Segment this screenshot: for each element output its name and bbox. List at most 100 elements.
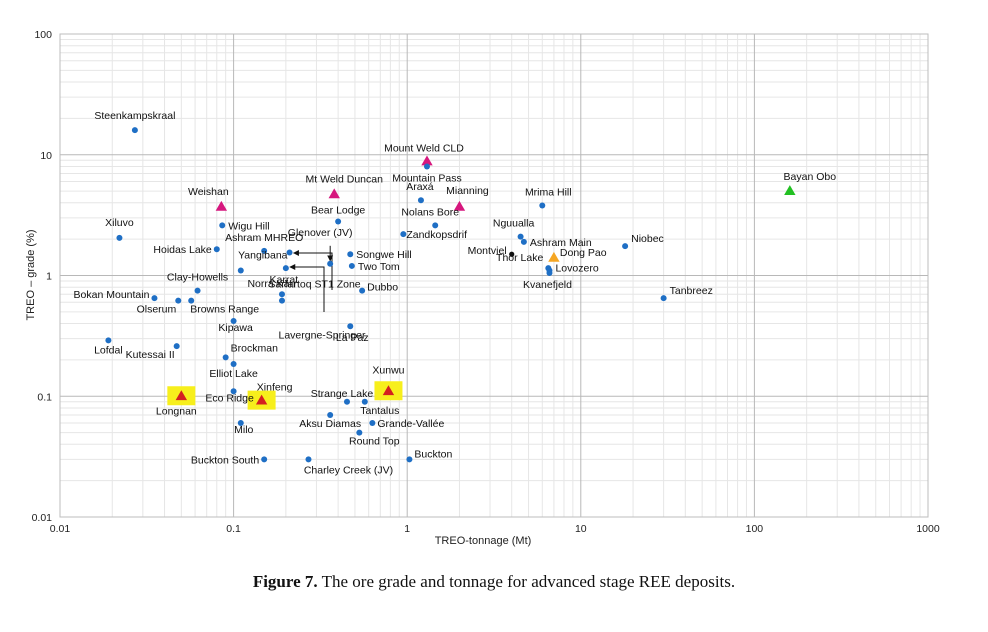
sarfartoq-st1-zone-label: Sarfartoq ST1 Zone [268, 279, 360, 291]
bayan-obo-marker [784, 185, 796, 195]
two-tom-label: Two Tom [358, 261, 400, 273]
mountain-pass-marker [423, 163, 430, 170]
figure-caption: Figure 7. The ore grade and tonnage for … [0, 572, 988, 592]
browns-range-marker [188, 297, 195, 304]
mount-weld-cld-label: Mount Weld CLD [384, 142, 464, 154]
x-tick-label: 1 [404, 523, 410, 535]
kutessai-ii-marker [173, 343, 180, 350]
bear-lodge-label: Bear Lodge [311, 205, 365, 217]
songwe-hill-marker [347, 251, 354, 258]
aksu-diamas-label: Aksu Diamas [299, 418, 361, 430]
hoidas-lake-marker [213, 246, 220, 253]
ashram-main-marker [520, 238, 527, 245]
strange-lake-label: Strange Lake [311, 388, 374, 400]
nguualla-marker [517, 233, 524, 240]
ashram-mhreo-marker [261, 247, 268, 254]
nolans-bore-marker [432, 222, 439, 229]
songwe-hill-label: Songwe Hill [356, 249, 411, 261]
mrima-hill-label: Mrima Hill [525, 186, 572, 198]
xunwu-marker [382, 385, 395, 396]
kipawa-label: Kipawa [218, 322, 253, 334]
annotation-arrows [289, 245, 334, 312]
mt-weld-duncan-marker [328, 188, 340, 199]
dong-pao-label: Dong Pao [560, 247, 607, 259]
kvanefjeld-label: Kvanefjeld [523, 279, 572, 291]
grande-vallee-marker [369, 420, 376, 427]
yangibana-marker [237, 267, 244, 274]
dubbo-marker [359, 287, 366, 294]
buckton-label: Buckton [414, 448, 452, 460]
x-axis-title: TREO-tonnage (Mt) [435, 535, 532, 547]
x-tick-label: 0.01 [50, 523, 71, 535]
lavergne-arrow [289, 264, 325, 312]
xiluvo-marker [116, 234, 123, 241]
karrat-label: Karrat [270, 274, 299, 286]
araxa-marker [417, 197, 424, 204]
charley-creek-jv-label: Charley Creek (JV) [304, 464, 393, 476]
olserum-marker [175, 297, 182, 304]
buckton-south-marker [261, 456, 268, 463]
tanbreez-label: Tanbreez [670, 285, 713, 297]
point-labels: Steenkampskraal Mount Weld CLD Mountain Pa… [74, 110, 837, 476]
kvanefjeld-marker [546, 269, 553, 276]
zandkopsdrif-label: Zandkopsdrif [406, 229, 467, 241]
lofdal-label: Lofdal [94, 344, 123, 356]
la-paz-marker [347, 323, 354, 330]
bear-lodge-marker [335, 218, 342, 225]
mount-weld-cld-marker [421, 155, 433, 166]
eco-ridge-label: Eco Ridge [205, 392, 254, 404]
y-axis-title: TREO – grade (%) [25, 229, 37, 320]
milo-marker [237, 420, 244, 427]
tantalus-label: Tantalus [360, 405, 399, 417]
xinfeng-label: Xinfeng [257, 382, 293, 394]
aksu-diamas-marker [327, 411, 334, 418]
y-tick-label: 100 [34, 29, 52, 41]
charley-creek-jv-marker [305, 456, 312, 463]
round-top-label: Round Top [349, 436, 400, 448]
strange-lake-marker [343, 398, 350, 405]
niobec-label: Niobec [631, 233, 664, 245]
brockman-label: Brockman [231, 342, 278, 354]
figure-caption-label: Figure 7. [252, 572, 318, 591]
mianning-marker [453, 200, 466, 211]
xinfeng-marker [255, 394, 268, 405]
mrima-hill-marker [539, 202, 546, 209]
buckton-south-label: Buckton South [191, 454, 259, 466]
tick-labels: 0.01 0.1 1 10 100 1000 0.01 0.1 1 10 100 [32, 29, 940, 535]
glenover-jv-label: Glenover (JV) [288, 227, 353, 239]
elliot-lake-label: Elliot Lake [209, 368, 258, 380]
glenover-jv-marker [327, 260, 334, 267]
steenkampskraal-marker [131, 127, 138, 134]
kipawa-marker [230, 317, 237, 324]
x-tick-label: 10 [575, 523, 587, 535]
lofdal-marker [105, 337, 112, 344]
buckton-marker [406, 456, 413, 463]
grande-vallee-label: Grande-Vallée [377, 418, 444, 430]
ashram-main-label: Ashram Main [530, 237, 592, 249]
longnan-marker [175, 390, 188, 401]
browns-range-label: Browns Range [190, 304, 259, 316]
y-tick-label: 10 [40, 150, 52, 162]
wigu-hill-marker [219, 222, 226, 229]
milo-label: Milo [234, 424, 253, 436]
karrat-marker [282, 265, 289, 272]
hoidas-lake-label: Hoidas Lake [153, 244, 212, 256]
dong-pao-marker [548, 251, 560, 262]
nguualla-label: Nguualla [493, 218, 535, 230]
bokan-mountain-label: Bokan Mountain [74, 289, 150, 301]
dubbo-label: Dubbo [367, 282, 398, 294]
longnan-label: Longnan [156, 405, 197, 417]
lavergne-springer-label: Lavergne-Springer [279, 330, 366, 342]
elliot-lake-marker [230, 360, 237, 367]
figure-caption-text: The ore grade and tonnage for advanced s… [317, 572, 736, 591]
lavergne-springer-marker [278, 297, 285, 304]
montviel-marker [509, 251, 515, 257]
bayan-obo-label: Bayan Obo [784, 171, 837, 183]
y-tick-label: 0.1 [37, 391, 52, 403]
weishan-label: Weishan [188, 186, 229, 198]
kutessai-ii-label: Kutessai II [126, 349, 175, 361]
la-paz-label: La Paz [336, 332, 369, 344]
brockman-marker [222, 354, 229, 361]
clay-howells-marker [194, 287, 201, 294]
tanbreez-marker [660, 295, 667, 302]
